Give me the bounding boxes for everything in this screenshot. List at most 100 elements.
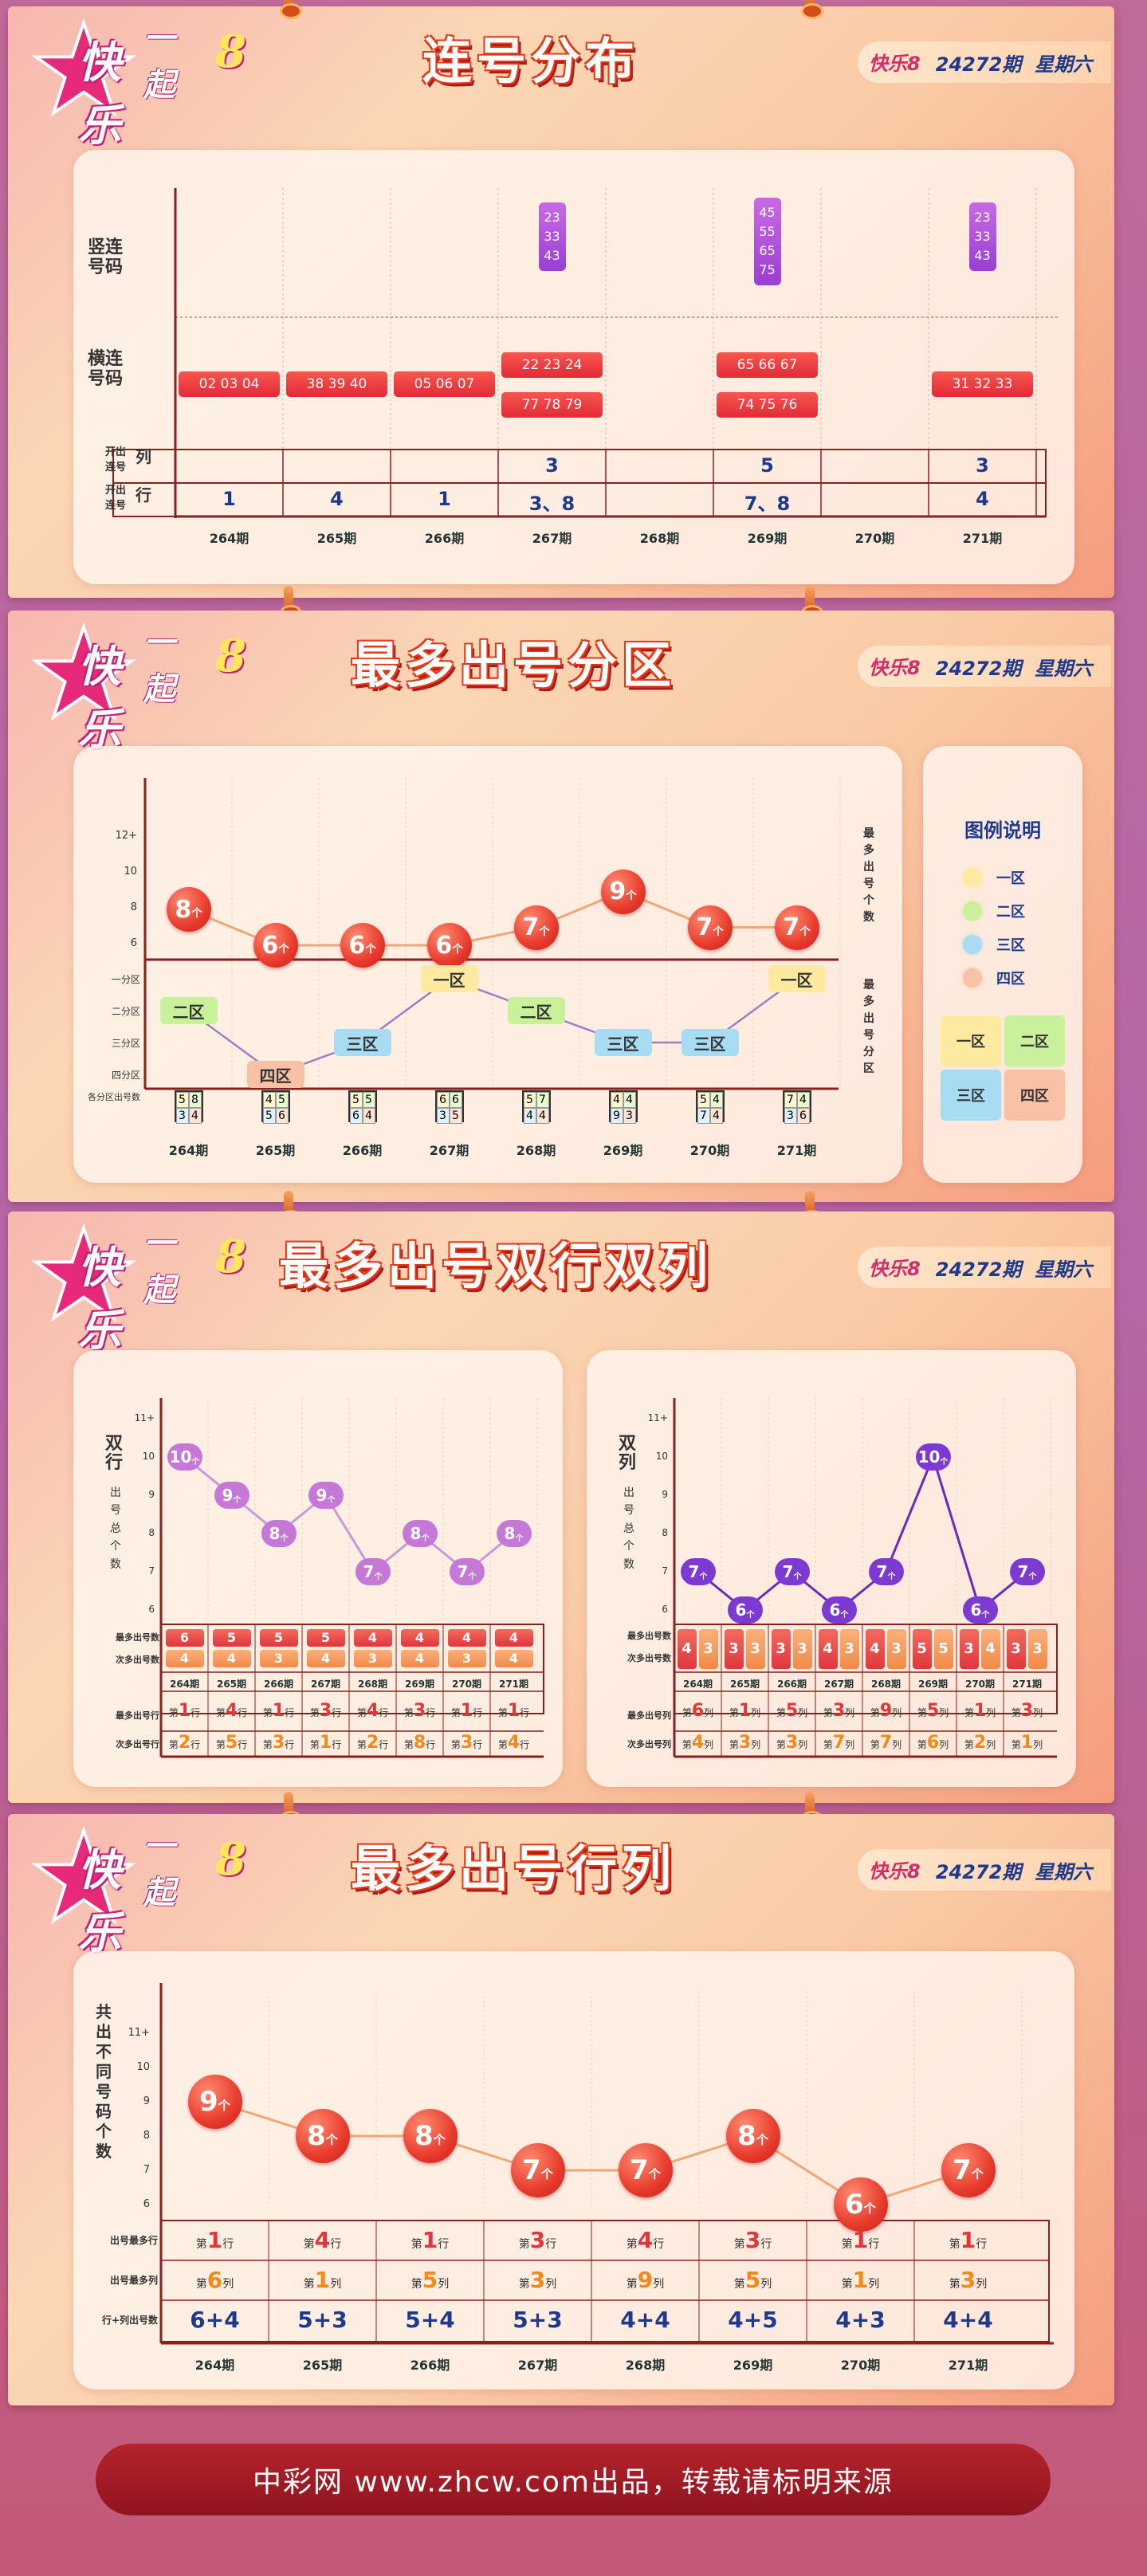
label-col-count-text: 开出 连号 (105, 446, 127, 473)
table-label: 次多出号数 (116, 1655, 159, 1665)
zone-count-cell: 7 (697, 1108, 710, 1124)
index-value: 2 (178, 1733, 191, 1753)
logo-top-text: 一起 (143, 20, 175, 104)
legend-label: 二区 (996, 904, 1025, 921)
period-label: 270期 (964, 1679, 996, 1690)
horizontal-pill: 22 23 24 (501, 352, 603, 378)
suffix: 行 (332, 1739, 342, 1750)
zone-count-cell: 6 (796, 1108, 810, 1124)
zone-count-cell: 8 (188, 1092, 202, 1108)
prefix: 第 (823, 1707, 833, 1718)
period-label: 266期 (263, 1679, 294, 1690)
vertical-number: 75 (759, 262, 776, 277)
zone-chart-card: 12+ 10 8 6 一分区 二分区 三分区 四分区 8 个 6 个 6 个 6 个 7 个 9 个 7 个 7 个二区 四区三… (73, 746, 902, 1183)
second-count: 3 (353, 1650, 392, 1667)
y-tick: 7 (143, 2164, 150, 2176)
vertical-number: 43 (974, 248, 991, 263)
unit-label: 个 (793, 1572, 802, 1581)
y-tick: 9 (143, 2095, 150, 2107)
index-value: 4 (225, 1701, 238, 1721)
logo-top-text: 一起 (143, 624, 175, 708)
max-row: 第1行 (807, 2227, 914, 2253)
per-zone-label: 各分区出号数 (88, 1092, 140, 1102)
max-row: 第3行 (699, 2227, 807, 2253)
max-count: 4 (400, 1629, 439, 1647)
zone-box: 四区 (246, 1061, 304, 1088)
period-label: 266期 (342, 1143, 383, 1158)
prefix: 第 (917, 1739, 927, 1750)
index-value: 5 (225, 1733, 238, 1753)
suffix: 列 (845, 1739, 855, 1750)
horizontal-pill: 05 06 07 (394, 371, 495, 397)
horizontal-pill: 02 03 04 (179, 371, 280, 397)
logo-top-text: 一起 (143, 1225, 175, 1309)
second-index: 第3列 (721, 1733, 768, 1753)
suffix: 列 (1033, 1707, 1043, 1718)
unit-label: 个 (421, 1533, 430, 1543)
panel-title: 最多出号双行双列 (279, 1237, 713, 1295)
suffix: 列 (760, 2278, 772, 2291)
prefix: 第 (168, 1739, 179, 1750)
index-value: 6 (926, 1733, 940, 1753)
zone-count-cell: 4 (610, 1092, 623, 1108)
issue-badge: 快乐8 24272期 星期六 (858, 41, 1111, 83)
zone-count-cell: 6 (449, 1092, 462, 1108)
unit-label: 个 (1028, 1572, 1037, 1581)
suffix: 列 (1033, 1739, 1043, 1750)
horizontal-pill: 38 39 40 (286, 371, 387, 397)
count-cell: 3 (698, 1629, 718, 1669)
second-index: 第8行 (396, 1733, 443, 1753)
period-label: 264期 (168, 1143, 209, 1158)
index-value: 3 (1020, 1701, 1034, 1721)
period-label: 269期 (733, 2358, 773, 2373)
zone-count-cell: 3 (175, 1108, 189, 1124)
period-label: 270期 (854, 531, 895, 546)
index-value: 4 (637, 2227, 654, 2253)
max-count: 5 (212, 1629, 251, 1647)
max-col: 第3列 (484, 2267, 591, 2293)
period-label: 268期 (516, 1143, 556, 1158)
prefix: 第 (729, 1707, 739, 1718)
count-cell: 3 (771, 1629, 791, 1669)
prefix: 第 (356, 1739, 367, 1750)
y-tick: 10 (124, 866, 137, 878)
unit-label: 个 (971, 2166, 984, 2181)
second-count: 4 (400, 1650, 439, 1667)
logo-eight-text: 8 (215, 630, 246, 682)
count-cell: 3 (959, 1629, 979, 1669)
table-label: 出号最多列 (109, 2275, 158, 2286)
legend-swatch (963, 968, 982, 988)
panel-title: 最多出号分区 (351, 636, 677, 694)
prefix: 第 (917, 1707, 927, 1718)
unit-label: 个 (648, 2166, 661, 2181)
suffix: 行 (238, 1707, 248, 1718)
unit-label: 个 (468, 1572, 477, 1581)
y-tick: 8 (662, 1527, 668, 1538)
unit-label: 个 (515, 1533, 524, 1543)
zone-count-cell: 6 (349, 1108, 363, 1124)
horizontal-pill: 77 78 79 (501, 392, 603, 418)
issue-number: 24272期 (935, 1860, 1022, 1883)
label-row-count: 开出 连号 (105, 481, 126, 512)
prefix: 第 (303, 2278, 315, 2291)
prefix: 第 (168, 1707, 179, 1718)
zone-count-cell: 5 (449, 1108, 462, 1124)
max-col: 第6列 (161, 2267, 269, 2293)
index-value: 1 (852, 2267, 869, 2293)
zone-box: 三区 (594, 1029, 652, 1056)
period-label: 265期 (255, 1143, 296, 1158)
prefix: 第 (403, 1707, 414, 1718)
max-row: 第1行 (376, 2227, 484, 2253)
